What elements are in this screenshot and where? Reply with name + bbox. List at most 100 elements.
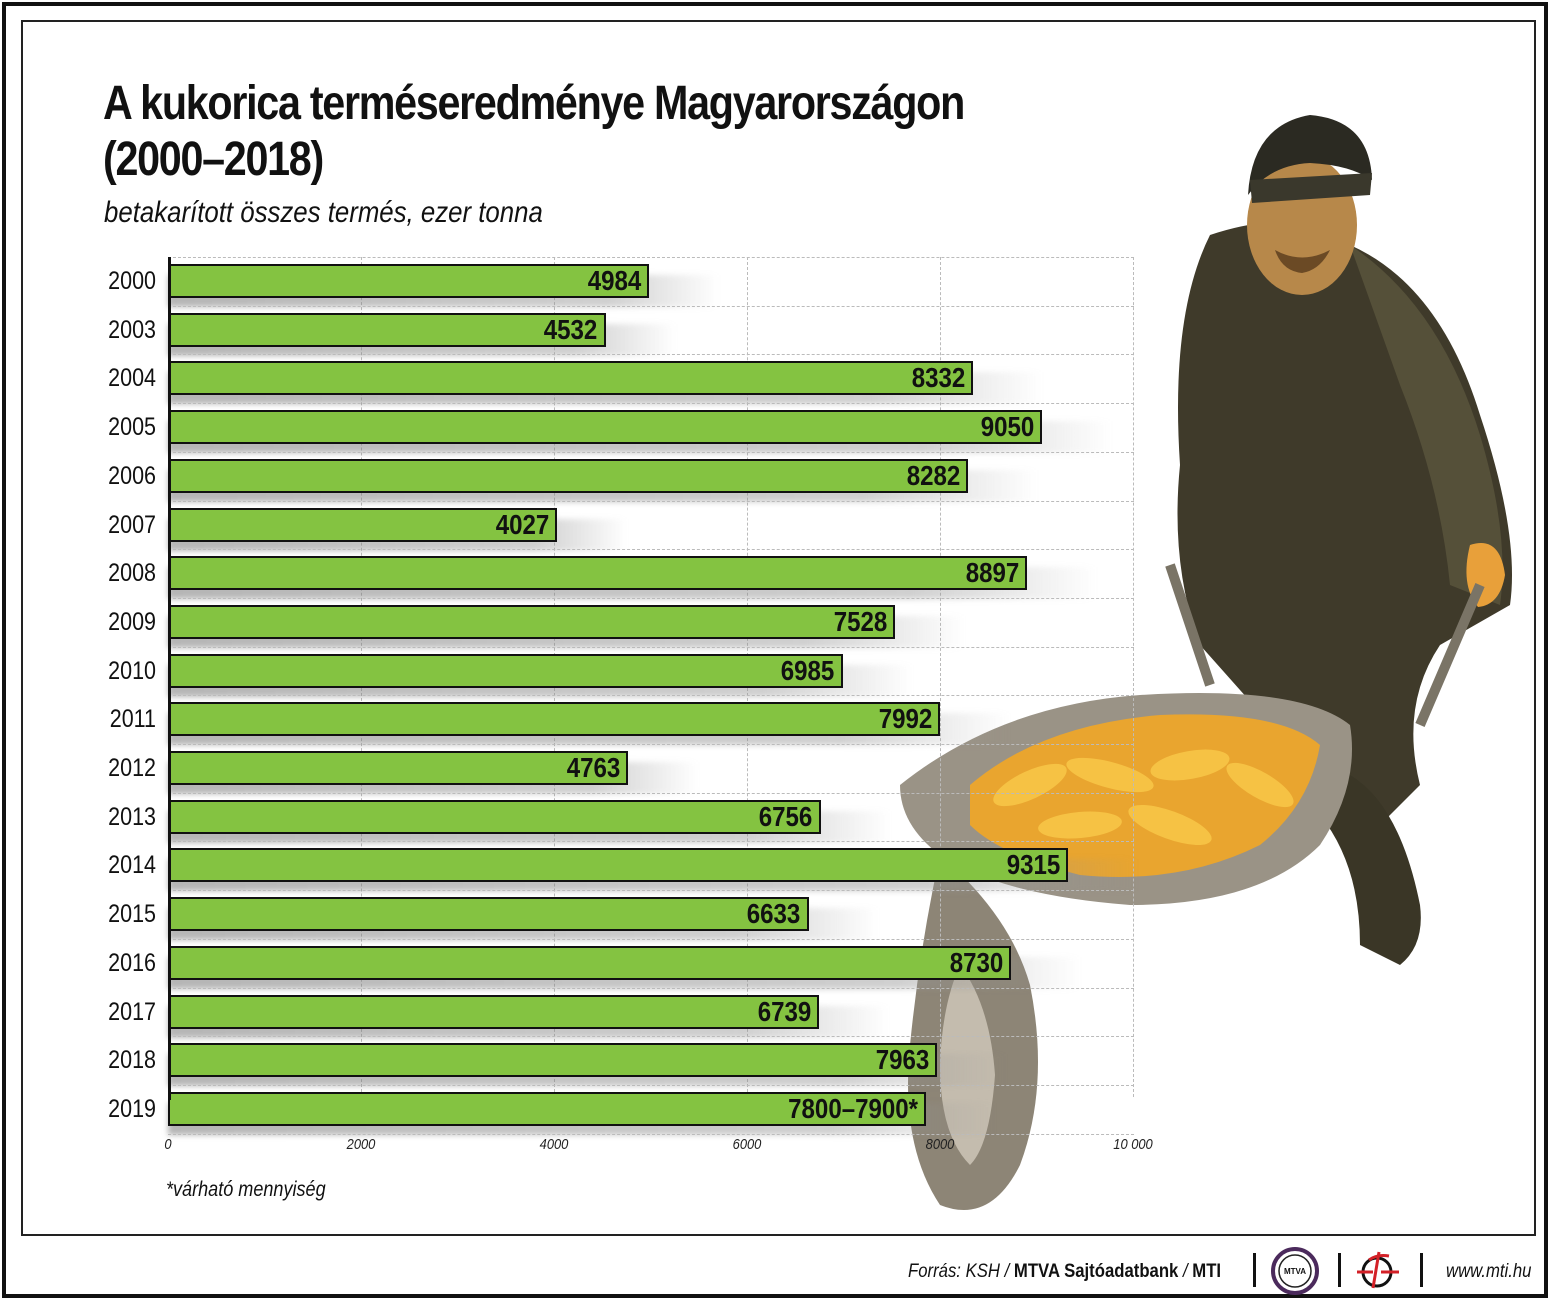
y-category-label: 2018 xyxy=(108,1046,156,1075)
y-category-label: 2008 xyxy=(108,559,156,588)
bar-value-label: 6985 xyxy=(781,654,835,686)
bar-row: 8332 xyxy=(168,354,1134,405)
bar-row: 6633 xyxy=(168,890,1134,941)
inner-frame xyxy=(21,20,1536,1236)
gridline xyxy=(168,500,1134,502)
bar: 8897 xyxy=(168,556,1028,591)
gridline xyxy=(168,257,1134,258)
bar-value-label: 6756 xyxy=(759,800,813,832)
divider xyxy=(1338,1253,1341,1287)
bar-row: 7528 xyxy=(168,597,1134,648)
bar-value-label: 9050 xyxy=(980,411,1035,443)
x-tick: 8000 xyxy=(925,1136,955,1153)
bar-value-label: 7800–7900* xyxy=(788,1092,919,1124)
x-tick: 6000 xyxy=(732,1136,762,1153)
bar-row: 8897 xyxy=(168,549,1134,600)
chart-title: A kukorica terméseredménye Magyarországo… xyxy=(103,76,965,188)
y-category-label: 2019 xyxy=(108,1094,156,1123)
bar: 4532 xyxy=(168,312,606,347)
divider xyxy=(1253,1253,1256,1287)
bar-row: 4027 xyxy=(168,500,1134,551)
bar-value-label: 7963 xyxy=(875,1044,930,1076)
bar: 4027 xyxy=(168,507,557,542)
y-category-label: 2017 xyxy=(108,997,156,1026)
bar: 4763 xyxy=(168,751,629,785)
y-category-label: 2007 xyxy=(108,510,156,539)
y-category-label: 2014 xyxy=(108,851,156,880)
bar-row: 9315 xyxy=(168,841,1138,892)
x-tick: 2000 xyxy=(346,1136,376,1153)
bar: 7992 xyxy=(168,702,941,737)
bar: 7800–7900* xyxy=(168,1091,927,1126)
bar: 6739 xyxy=(168,994,819,1029)
bar-row: 6985 xyxy=(168,646,1134,697)
bar-value-label: 7992 xyxy=(878,703,933,735)
bar: 8730 xyxy=(168,945,1012,980)
bar-row: 6756 xyxy=(168,792,1134,843)
gridline xyxy=(168,987,1134,989)
plot-area: 4984 4532 8332 9050 8282 4027 8897 7528 6985 7992… xyxy=(168,257,1138,1135)
bar-row: 4984 xyxy=(168,257,1134,307)
bar-value-label: 4763 xyxy=(566,752,621,783)
bar-row: 8730 xyxy=(168,938,1134,989)
mti-logo-icon xyxy=(1357,1251,1399,1289)
bar: 8282 xyxy=(168,458,969,493)
gridline xyxy=(168,695,1134,697)
bar: 9050 xyxy=(168,410,1043,445)
bar-row: 7963 xyxy=(168,1036,1134,1087)
gridline xyxy=(168,403,1134,405)
bar-row: 8282 xyxy=(168,451,1134,502)
gridline xyxy=(168,549,1134,551)
bar-row: 4763 xyxy=(168,744,1134,794)
gridline xyxy=(168,890,1134,892)
svg-text:MTVA: MTVA xyxy=(1284,1267,1306,1276)
bar: 6633 xyxy=(168,897,809,932)
title-line-1: A kukorica terméseredménye Magyarországo… xyxy=(103,77,965,130)
mtva-logo-icon: MTVA xyxy=(1271,1247,1319,1295)
bar-value-label: 4027 xyxy=(495,508,549,540)
gridline xyxy=(168,354,1134,356)
divider xyxy=(1420,1253,1423,1287)
gridline xyxy=(168,938,1134,940)
bar-value-label: 8332 xyxy=(911,362,965,394)
bar-value-label: 8897 xyxy=(965,557,1020,589)
y-category-label: 2009 xyxy=(108,607,156,636)
gridline xyxy=(168,841,1134,843)
y-category-label: 2012 xyxy=(108,754,156,782)
bar-value-label: 6633 xyxy=(747,898,801,930)
bar: 8332 xyxy=(168,361,973,396)
gridline xyxy=(1133,257,1134,1097)
y-category-label: 2011 xyxy=(109,705,156,734)
gridline xyxy=(168,305,1134,307)
bar: 6985 xyxy=(168,653,843,688)
y-category-label: 2010 xyxy=(108,656,156,685)
bar: 4984 xyxy=(168,264,650,298)
gridline xyxy=(168,646,1134,648)
bar: 6756 xyxy=(168,799,821,834)
website-link[interactable]: www.mti.hu xyxy=(1446,1261,1532,1282)
source-credit: Forrás: KSH / MTVA Sajtóadatbank / MTI xyxy=(908,1252,1221,1292)
gridline xyxy=(168,1084,1134,1086)
bar-value-label: 8282 xyxy=(906,459,961,491)
source-agency: MTVA Sajtóadatbank xyxy=(1013,1261,1179,1282)
y-category-label: 2006 xyxy=(108,461,156,490)
y-axis-line xyxy=(168,257,171,1100)
y-category-label: 2005 xyxy=(108,413,156,442)
footnote: *várható mennyiség xyxy=(166,1178,326,1201)
gridline xyxy=(168,1133,1134,1135)
gridline xyxy=(168,792,1134,794)
bar: 7963 xyxy=(168,1043,938,1078)
bar-row: 9050 xyxy=(168,403,1134,454)
y-category-label: 2003 xyxy=(108,315,156,344)
y-category-label: 2016 xyxy=(108,948,156,977)
y-category-label: 2015 xyxy=(108,900,156,929)
y-category-label: 2013 xyxy=(108,802,156,831)
bar: 7528 xyxy=(168,604,896,639)
gridline xyxy=(168,744,1134,745)
bar-value-label: 4532 xyxy=(544,313,598,345)
source-mti: MTI xyxy=(1192,1261,1222,1282)
y-category-label: 2004 xyxy=(108,364,156,393)
y-category-label: 2000 xyxy=(108,267,156,295)
source-prefix: Forrás: KSH / xyxy=(908,1261,1010,1282)
